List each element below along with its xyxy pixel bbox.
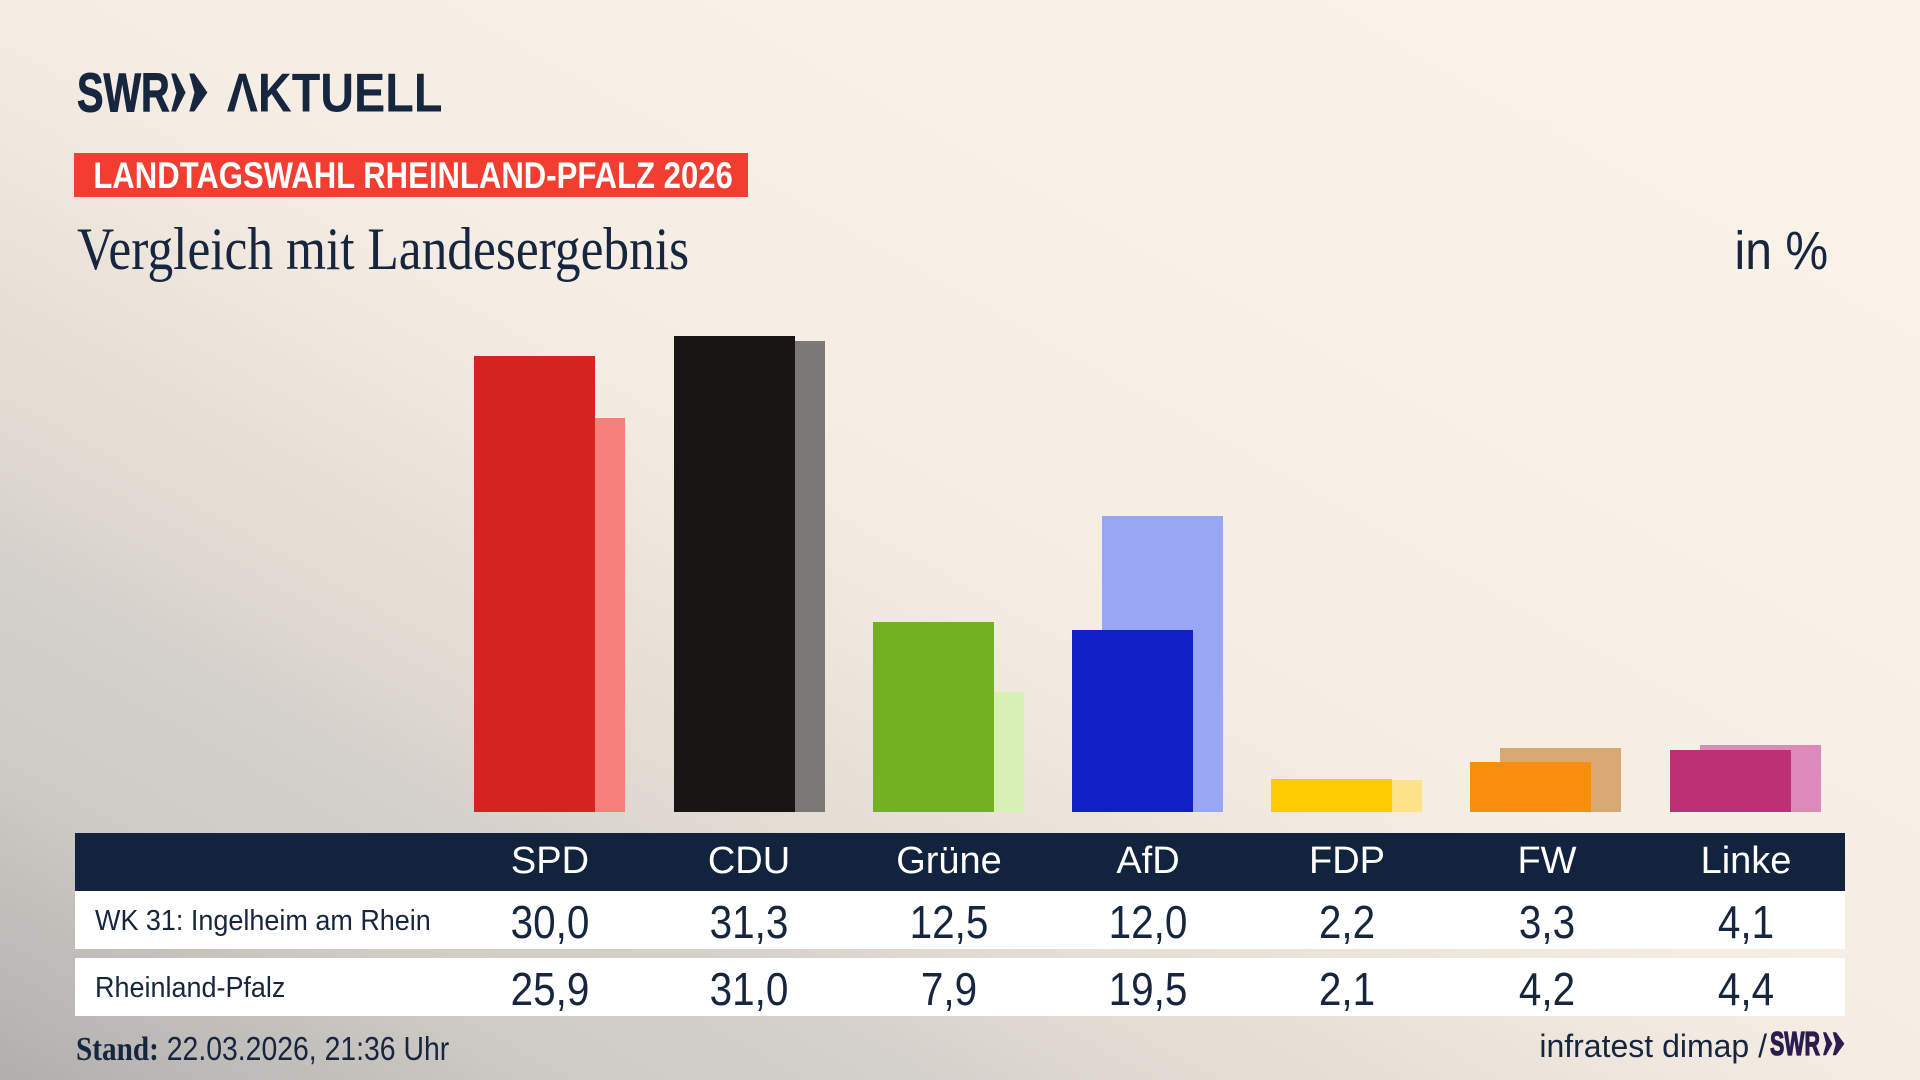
svg-text:SWR: SWR [77,66,170,124]
svg-text:SWR: SWR [1770,1029,1820,1057]
svg-text:ΛKTUELL: ΛKTUELL [227,66,443,123]
